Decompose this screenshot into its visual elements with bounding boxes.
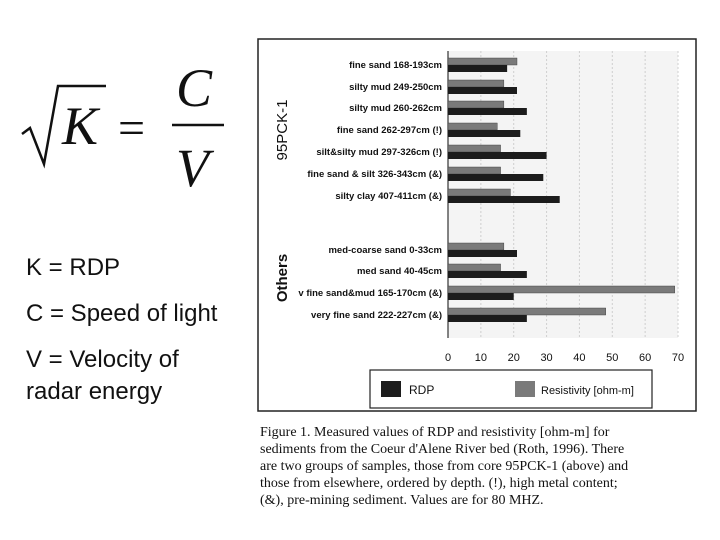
formula-numerator: C <box>176 58 213 118</box>
legend-swatch-rdp <box>381 381 401 397</box>
resistivity-bar <box>447 100 505 109</box>
category-label: silty mud 260-262cm <box>349 103 442 114</box>
resistivity-bar <box>447 144 501 153</box>
caption-line: those from elsewhere, ordered by depth. … <box>260 476 618 491</box>
category-label: v fine sand&mud 165-170cm (&) <box>298 288 442 299</box>
rdp-bar <box>448 87 517 94</box>
rdp-bar <box>448 65 508 72</box>
x-tick-label: 30 <box>540 352 552 364</box>
rdp-bar <box>448 130 521 137</box>
legend-swatch-resistivity <box>515 381 535 397</box>
definition-k: K = RDP <box>26 254 121 281</box>
caption-line: Figure 1. Measured values of RDP and res… <box>260 425 610 440</box>
resistivity-bar <box>447 166 501 175</box>
rdp-resistivity-chart: 0 10 20 30 40 50 60 70 fine sand 168-193cm silty … <box>257 38 697 412</box>
x-tick-label: 20 <box>508 352 520 364</box>
x-tick-label: 60 <box>639 352 651 364</box>
caption-line: (&), pre-mining sediment. Values are for… <box>260 493 544 508</box>
category-label: med sand 40-45cm <box>357 266 442 277</box>
resistivity-bar <box>447 307 606 316</box>
resistivity-bar <box>447 188 511 197</box>
rdp-bar <box>448 293 514 300</box>
category-label: silt&silty mud 297-326cm (!) <box>316 147 442 158</box>
formula-equals: = <box>118 102 145 155</box>
x-tick-label: 40 <box>573 352 585 364</box>
category-label: silty mud 249-250cm <box>349 82 442 93</box>
rdp-bar <box>448 152 547 159</box>
category-label: med-coarse sand 0-33cm <box>328 245 442 256</box>
formula-denominator: V <box>176 138 215 196</box>
group-label-95pck1: 95PCK-1 <box>274 100 291 161</box>
caption-line: sediments from the Coeur d'Alene River b… <box>260 442 625 457</box>
resistivity-bar <box>447 242 505 251</box>
rdp-bar <box>448 250 517 257</box>
category-label: very fine sand 222-227cm (&) <box>311 310 442 321</box>
formula-lhs-var: K <box>61 96 101 156</box>
resistivity-bar <box>447 285 675 294</box>
resistivity-bar <box>447 122 498 131</box>
caption-line: are two groups of samples, those from co… <box>260 459 629 474</box>
radical-sign <box>21 84 106 169</box>
x-tick-label: 70 <box>672 352 684 364</box>
rdp-bar <box>448 196 560 203</box>
figure-caption: Figure 1. Measured values of RDP and res… <box>260 424 700 509</box>
resistivity-bar <box>447 263 501 272</box>
x-tick-label: 50 <box>606 352 618 364</box>
category-label: fine sand 262-297cm (!) <box>337 125 442 136</box>
x-tick-label: 10 <box>475 352 487 364</box>
category-label: silty clay 407-411cm (&) <box>335 191 442 202</box>
resistivity-bar <box>447 79 505 88</box>
rdp-bar <box>448 315 527 322</box>
group-label-others: Others <box>274 254 291 302</box>
definition-c: C = Speed of light <box>26 300 218 327</box>
legend-label-rdp: RDP <box>409 383 434 397</box>
x-tick-label: 0 <box>445 352 451 364</box>
legend-label-resistivity: Resistivity [ohm-m] <box>541 385 634 397</box>
definitions-list: K = RDP C = Speed of light V = Velocity … <box>26 252 226 422</box>
category-label: fine sand & silt 326-343cm (&) <box>307 169 442 180</box>
category-label: fine sand 168-193cm <box>349 60 442 71</box>
rdp-bar <box>448 271 527 278</box>
rdp-bar <box>448 174 544 181</box>
legend-box <box>369 369 653 409</box>
resistivity-bar <box>447 57 518 66</box>
rdp-bar <box>448 108 527 115</box>
definition-v: V = Velocity of radar energy <box>26 346 179 405</box>
rdp-formula: K = C V <box>21 58 224 196</box>
